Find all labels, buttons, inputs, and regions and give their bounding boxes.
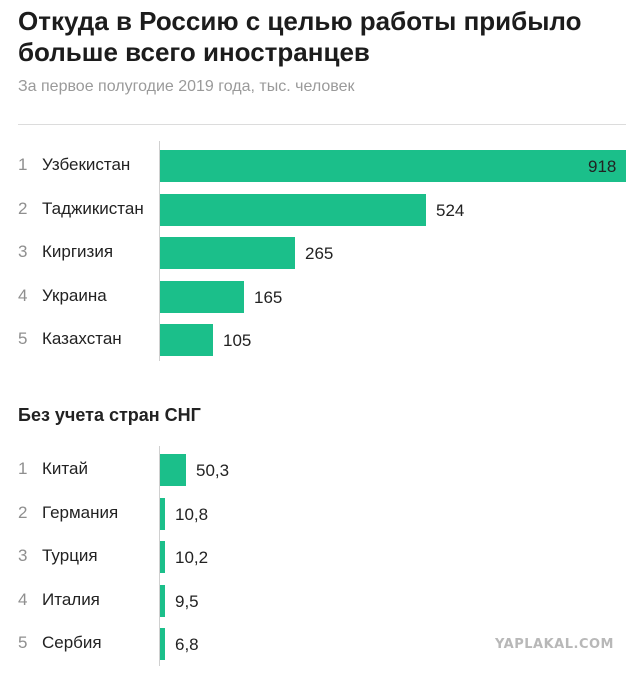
section-title-non-cis: Без учета стран СНГ xyxy=(18,405,201,425)
category-label: Украина xyxy=(42,285,107,305)
category-label: Казахстан xyxy=(42,329,122,349)
rank-label: 1 xyxy=(18,155,28,174)
bar xyxy=(160,541,165,574)
value-label: 105 xyxy=(223,331,252,351)
chart-subtitle: За первое полугодие 2019 года, тыс. чело… xyxy=(18,78,355,95)
bar xyxy=(160,237,295,270)
bar-row: 4 Италия 9,5 xyxy=(0,584,640,617)
value-label: 524 xyxy=(436,200,465,220)
bar xyxy=(160,150,626,182)
watermark: YAPLAKAL.COM xyxy=(495,637,614,652)
category-label: Сербия xyxy=(42,633,102,653)
rank-label: 3 xyxy=(18,546,28,566)
category-label: Киргизия xyxy=(42,242,114,262)
rank-label: 4 xyxy=(18,589,28,609)
rank-label: 2 xyxy=(18,502,28,522)
value-label: 9,5 xyxy=(175,591,199,611)
bar-row: 5 Сербия 6,8 xyxy=(0,628,640,661)
value-label: 265 xyxy=(305,244,334,264)
bar-row: 1 Узбекистан 918 xyxy=(0,150,640,182)
rank-label: 4 xyxy=(18,285,28,305)
category-label: Узбекистан xyxy=(42,155,131,174)
divider xyxy=(18,124,626,125)
bar xyxy=(160,324,213,357)
bar xyxy=(160,454,186,486)
bar-row: 2 Германия 10,8 xyxy=(0,497,640,530)
bar xyxy=(160,193,426,226)
category-label: Китай xyxy=(42,459,88,478)
value-label: 10,8 xyxy=(175,504,209,524)
rank-label: 5 xyxy=(18,633,28,653)
bar-row: 4 Украина 165 xyxy=(0,280,640,313)
rank-label: 1 xyxy=(18,459,28,478)
value-label: 10,2 xyxy=(175,548,209,568)
bar xyxy=(160,497,165,530)
chart-title: Откуда в Россию с целью работы прибыло б… xyxy=(18,6,582,67)
bar xyxy=(160,584,165,617)
bar-row: 5 Казахстан 105 xyxy=(0,324,640,357)
category-label: Германия xyxy=(42,502,119,522)
value-label: 918 xyxy=(588,157,617,176)
rank-label: 5 xyxy=(18,329,28,349)
axis-line-main xyxy=(159,141,160,361)
bar xyxy=(160,280,244,313)
bar-row: 1 Китай 50,3 xyxy=(0,454,640,486)
bar xyxy=(160,628,165,661)
value-label: 6,8 xyxy=(175,635,199,655)
value-label: 165 xyxy=(254,287,283,307)
value-label: 50,3 xyxy=(196,461,230,480)
bar-row: 2 Таджикистан 524 xyxy=(0,193,640,226)
axis-line-non-cis xyxy=(159,446,160,666)
rank-label: 3 xyxy=(18,242,28,262)
bar-row: 3 Турция 10,2 xyxy=(0,541,640,574)
rank-label: 2 xyxy=(18,198,28,218)
category-label: Турция xyxy=(42,546,98,566)
category-label: Таджикистан xyxy=(42,198,144,218)
bar-row: 3 Киргизия 265 xyxy=(0,237,640,270)
category-label: Италия xyxy=(42,589,100,609)
